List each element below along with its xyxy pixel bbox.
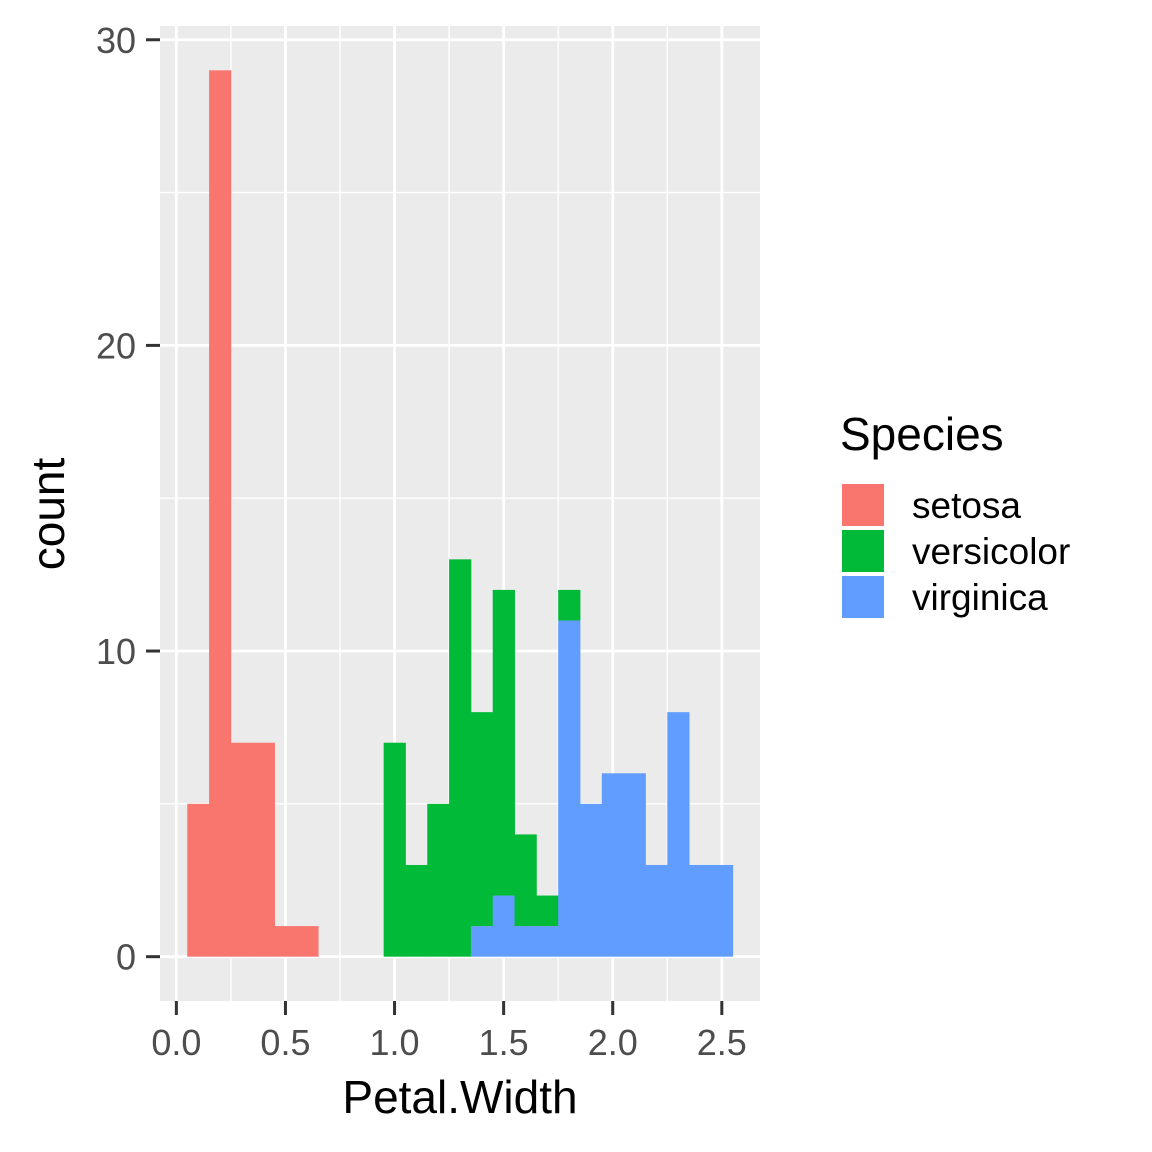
legend-swatch-virginica: [842, 576, 884, 618]
legend-label-setosa: setosa: [912, 485, 1021, 526]
bar-setosa: [230, 742, 254, 957]
bar-setosa: [252, 742, 275, 957]
x-axis: 0.0 0.5 1.0 1.5 2.0 2.5: [151, 1001, 747, 1063]
bar-versicolor: [514, 834, 537, 927]
x-tick-label: 2.0: [588, 1022, 638, 1063]
bar-virginica: [558, 620, 581, 957]
y-tick-label: 0: [116, 937, 136, 978]
x-tick-label: 0.0: [151, 1022, 201, 1063]
bar-setosa: [296, 926, 319, 957]
bar-virginica: [580, 803, 603, 957]
bar-versicolor: [492, 589, 515, 896]
bar-virginica: [623, 773, 646, 957]
legend-label-virginica: virginica: [912, 577, 1048, 618]
bar-virginica: [514, 926, 537, 957]
bar-virginica: [710, 864, 734, 957]
legend: Species setosa versicolor virginica: [840, 408, 1070, 618]
bar-setosa: [209, 70, 232, 957]
y-tick-label: 30: [96, 20, 136, 61]
y-tick-label: 10: [96, 631, 136, 672]
y-axis: 0 10 20 30: [96, 20, 160, 978]
bar-versicolor: [449, 559, 472, 957]
bar-setosa: [274, 926, 297, 957]
y-tick-label: 20: [96, 325, 136, 366]
x-axis-title: Petal.Width: [342, 1071, 577, 1123]
x-tick-label: 2.5: [697, 1022, 747, 1063]
histogram-bars: [187, 70, 734, 957]
bar-versicolor: [558, 589, 581, 621]
bar-versicolor: [470, 712, 494, 927]
bar-virginica: [536, 926, 559, 957]
bar-virginica: [470, 926, 494, 957]
y-axis-title: count: [22, 458, 74, 571]
bar-virginica: [601, 773, 625, 957]
bar-virginica: [492, 895, 515, 957]
bar-versicolor: [427, 803, 450, 957]
legend-swatch-versicolor: [842, 530, 884, 572]
legend-swatch-setosa: [842, 484, 884, 526]
bar-virginica: [689, 864, 712, 957]
x-tick-label: 1.5: [479, 1022, 529, 1063]
x-tick-label: 1.0: [370, 1022, 420, 1063]
bar-versicolor: [405, 864, 428, 957]
legend-title: Species: [840, 408, 1004, 460]
bar-versicolor: [536, 895, 559, 927]
bar-virginica: [645, 864, 668, 957]
bar-virginica: [667, 712, 690, 957]
x-tick-label: 0.5: [260, 1022, 310, 1063]
bar-versicolor: [383, 742, 406, 957]
bar-setosa: [187, 803, 210, 957]
legend-label-versicolor: versicolor: [912, 531, 1070, 572]
